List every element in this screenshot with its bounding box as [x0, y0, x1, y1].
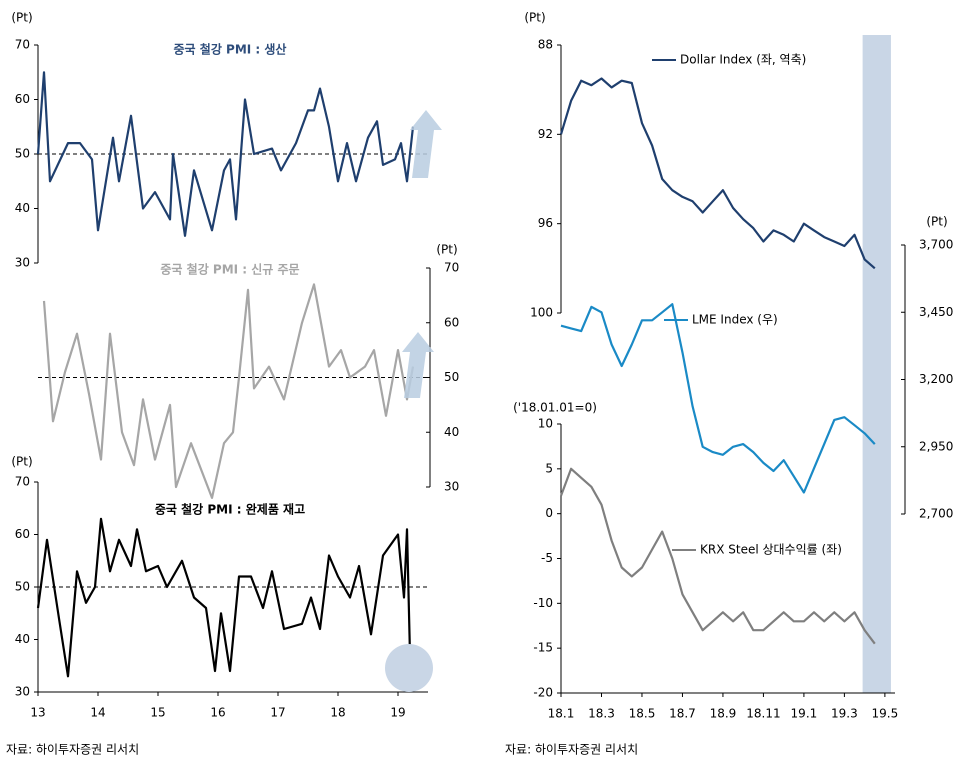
y-tick-label: 100 — [530, 306, 553, 320]
source: 자료: 하이투자증권 리서치 — [505, 743, 638, 757]
x-tick-label: 18.3 — [588, 707, 615, 721]
data-line — [559, 467, 876, 645]
x-tick-label: 18.9 — [710, 707, 737, 721]
y-tick-label: 30 — [15, 685, 30, 699]
decorations — [385, 110, 442, 692]
x-tick-label: 14 — [90, 706, 105, 720]
x-tick-label: 15 — [150, 706, 165, 720]
y-tick-label: 50 — [444, 370, 459, 384]
y-tick-label: 40 — [15, 632, 30, 646]
y-tick-label: 70 — [15, 38, 30, 52]
y-tick-label: 2,950 — [919, 439, 953, 453]
y-tick-label: 3,450 — [919, 305, 953, 319]
legend-label: KRX Steel 상대수익률 (좌) — [700, 543, 842, 557]
x-tick-label: 19.1 — [791, 707, 818, 721]
y-tick-label: 3,200 — [919, 372, 953, 386]
x-tick-label: 19 — [390, 706, 405, 720]
data-line — [36, 517, 421, 688]
y-tick-label: -15 — [533, 641, 553, 655]
source: 자료: 하이투자증권 리서치 — [6, 743, 139, 757]
y-tick-label: 60 — [15, 92, 30, 106]
highlight-circle — [385, 644, 433, 692]
legend-label: Dollar Index (좌, 역축) — [680, 53, 806, 67]
y-tick-label: -10 — [533, 596, 553, 610]
up-arrow — [402, 332, 434, 398]
y-tick-label: -20 — [533, 686, 553, 700]
chart-title: 중국 철강 PMI : 생산 — [174, 42, 287, 57]
y-tick-label: 88 — [538, 38, 553, 52]
x-tick-label: 13 — [30, 706, 45, 720]
up-arrow — [410, 110, 442, 178]
x-tick-label: 18.1 — [548, 707, 575, 721]
y-tick-label: 50 — [15, 580, 30, 594]
axis-label: (Pt) — [926, 215, 947, 229]
shaded-period — [862, 35, 891, 693]
y-tick-label: 10 — [538, 417, 553, 431]
data-line — [559, 77, 876, 270]
chart-title: 중국 철강 PMI : 완제품 재고 — [155, 502, 305, 517]
y-tick-label: 60 — [444, 315, 459, 329]
y-tick-label: 30 — [15, 256, 30, 270]
y-tick-label: 0 — [545, 506, 553, 520]
y-tick-label: 40 — [444, 425, 459, 439]
data-line — [560, 303, 876, 494]
data-line — [36, 71, 415, 237]
y-tick-label: 60 — [15, 527, 30, 541]
axis-label: (Pt) — [11, 455, 32, 469]
y-tick-label: 5 — [545, 461, 553, 475]
y-tick-label: 50 — [15, 147, 30, 161]
x-tick-label: 18.5 — [629, 707, 656, 721]
y-tick-label: 92 — [538, 127, 553, 141]
axis-label: (Pt) — [11, 11, 32, 25]
x-tick-label: 18 — [330, 706, 345, 720]
x-tick-label: 19.5 — [872, 707, 899, 721]
legend-label: LME Index (우) — [692, 313, 778, 327]
x-tick-label: 18.11 — [746, 707, 780, 721]
data-line — [42, 283, 415, 499]
y-tick-label: -5 — [541, 551, 553, 565]
axis-label: (Pt) — [436, 243, 457, 257]
x-tick-label: 19.3 — [831, 707, 858, 721]
y-tick-label: 2,700 — [919, 507, 953, 521]
x-tick-label: 18.7 — [669, 707, 696, 721]
y-tick-label: 40 — [15, 201, 30, 215]
y-tick-label: 70 — [444, 261, 459, 275]
x-tick-label: 17 — [270, 706, 285, 720]
axis-label: ('18.01.01=0) — [513, 401, 597, 415]
y-tick-label: 30 — [444, 480, 459, 494]
x-tick-label: 16 — [210, 706, 225, 720]
y-tick-label: 3,700 — [919, 238, 953, 252]
axis-label: (Pt) — [524, 11, 545, 25]
y-tick-label: 96 — [538, 216, 553, 230]
chart-title: 중국 철강 PMI : 신규 주문 — [160, 262, 299, 277]
y-tick-label: 70 — [15, 475, 30, 489]
